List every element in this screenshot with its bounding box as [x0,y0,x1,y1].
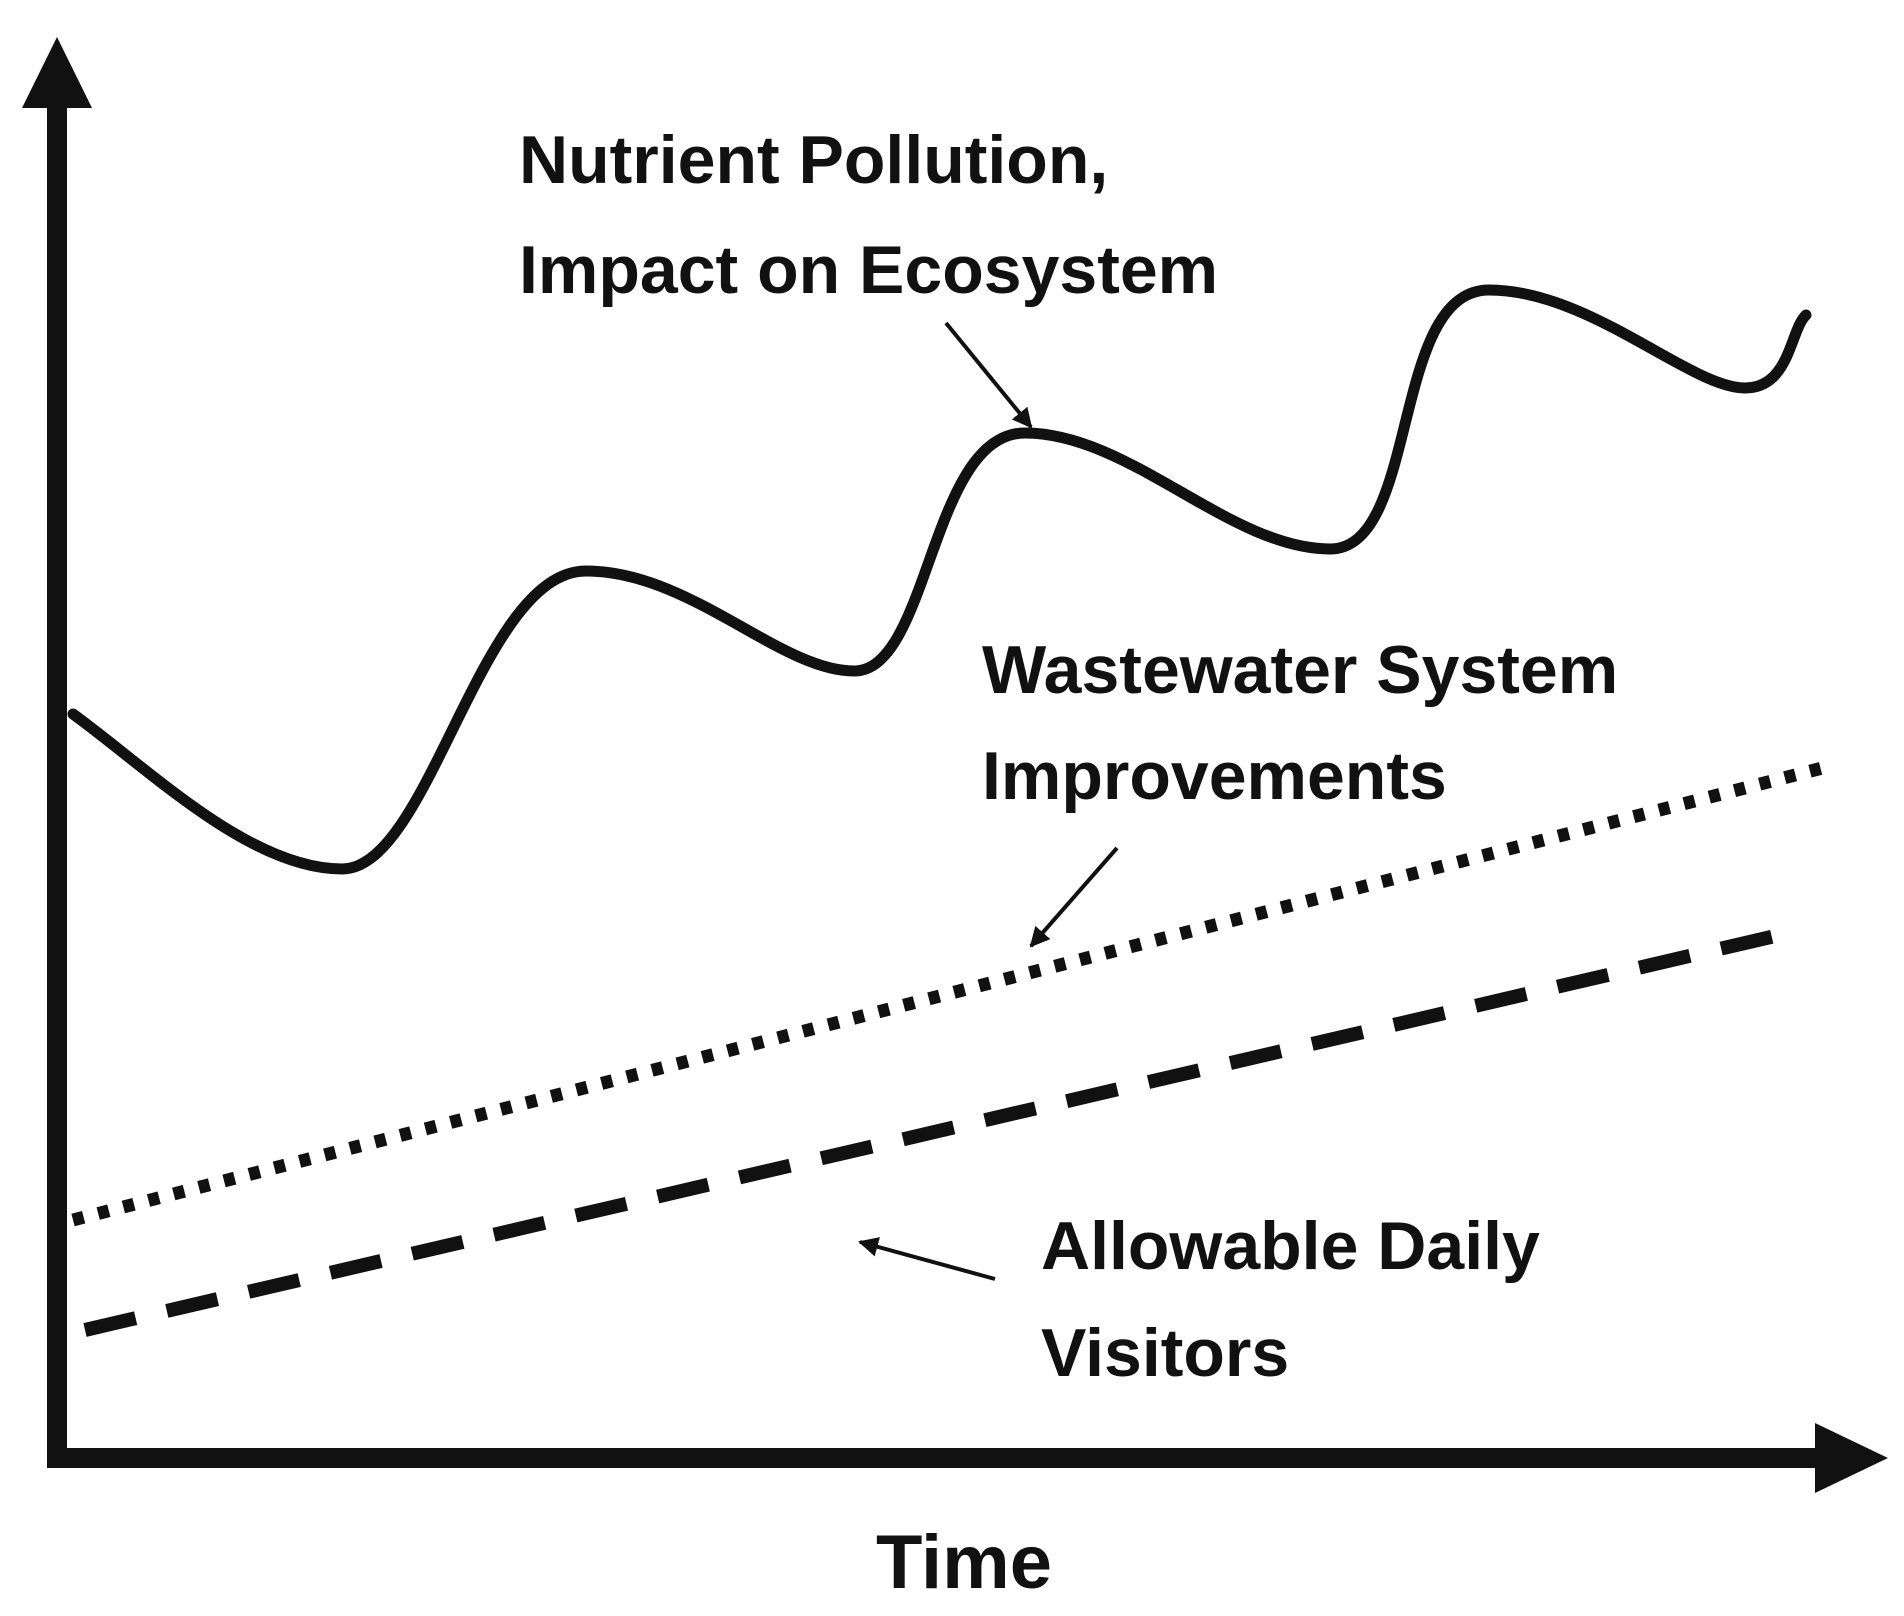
pollution-curve [67,284,1812,875]
y-axis-arrow [22,37,92,108]
label-line: Wastewater System [982,632,1618,708]
annotation-label: Wastewater System Improvements [982,632,1637,814]
label-line: Allowable Daily [1041,1208,1540,1284]
label-line: Improvements [982,738,1447,814]
wastewater-line [71,759,1832,1227]
annotation-arrow [858,1237,996,1281]
annotation-label: Allowable Daily Visitors [1041,1208,1559,1391]
x-axis-arrow [1815,1423,1888,1493]
annotation-arrow [1029,846,1119,948]
x-axis-label: Time [876,1520,1052,1605]
visitors-line [83,926,1790,1337]
label-line: Impact on Ecosystem [519,232,1218,308]
annotation-arrow [944,321,1033,429]
label-line: Visitors [1041,1315,1289,1391]
annotation-label: Nutrient Pollution, Impact on Ecosystem [519,122,1218,308]
label-line: Nutrient Pollution, [519,122,1108,198]
